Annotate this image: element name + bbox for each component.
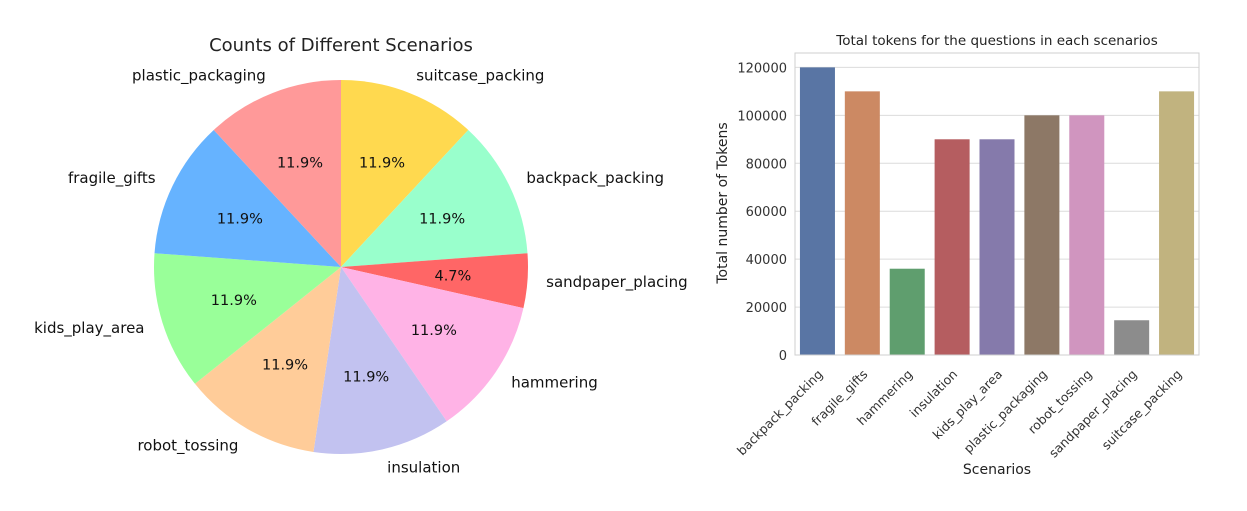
pie-category-label-sandpaper-placing: sandpaper_placing	[546, 273, 688, 292]
pie-value-label-suitcase-packing: 11.9%	[359, 156, 405, 172]
bar-fragile-gifts	[844, 91, 880, 355]
bar-kids-play-area	[979, 139, 1015, 355]
bar-chart-x-axis-label: Scenarios	[963, 462, 1031, 478]
pie-category-label-insulation: insulation	[387, 458, 460, 476]
bar-chart-title: Total tokens for the questions in each s…	[835, 33, 1157, 49]
pie-slice-kids-play-area	[154, 253, 341, 384]
bar-chart-plot-frame	[794, 52, 1200, 356]
x-tick-label-backpack-packing: backpack_packing	[734, 367, 826, 459]
pie-slice-backpack-packing	[341, 129, 528, 267]
pie-value-label-hammering: 11.9%	[411, 323, 457, 339]
pie-chart: Counts of Different Scenarios 11.9% suitc…	[34, 35, 688, 476]
pie-category-label-hammering: hammering	[511, 373, 598, 391]
pie-category-label-robot-tossing: robot_tossing	[137, 436, 238, 455]
pie-value-label-backpack-packing: 11.9%	[419, 211, 465, 227]
y-tick-label: 60000	[746, 205, 787, 220]
pie-value-label-insulation: 11.9%	[343, 369, 389, 385]
pie-category-label-backpack-packing: backpack_packing	[526, 169, 664, 188]
pie-category-label-plastic-packaging: plastic_packaging	[132, 67, 266, 86]
y-tick-label: 80000	[746, 157, 787, 172]
pie-slice-insulation	[313, 267, 447, 454]
y-tick-label: 100000	[737, 109, 787, 124]
bar-sandpaper-placing	[1114, 320, 1150, 355]
pie-value-label-robot-tossing: 11.9%	[262, 357, 308, 373]
pie-slice-fragile-gifts	[154, 129, 341, 267]
pie-slice-robot-tossing	[194, 267, 341, 452]
pie-chart-title: Counts of Different Scenarios	[209, 35, 473, 56]
y-tick-label: 40000	[746, 253, 787, 268]
pie-value-label-kids-play-area: 11.9%	[211, 293, 257, 309]
pie-category-label-fragile-gifts: fragile_gifts	[68, 169, 156, 188]
y-tick-label: 20000	[746, 301, 787, 316]
pie-value-label-plastic-packaging: 11.9%	[277, 156, 323, 172]
x-tick-label-suitcase-packing: suitcase_packing	[1099, 367, 1185, 453]
y-tick-label: 120000	[737, 61, 787, 76]
pie-slice-sandpaper-placing	[341, 253, 528, 309]
bar-plastic-packaging	[1024, 115, 1060, 355]
pie-value-label-fragile-gifts: 11.9%	[217, 211, 263, 227]
pie-category-label-suitcase-packing: suitcase_packing	[416, 67, 544, 86]
pie-value-label-sandpaper-placing: 4.7%	[434, 268, 471, 284]
pie-slice-plastic-packaging	[213, 80, 341, 267]
bar-chart-y-axis-label: Total number of Tokens	[715, 122, 731, 284]
pie-category-label-kids-play-area: kids_play_area	[34, 319, 144, 338]
y-tick-label: 0	[779, 349, 787, 364]
bar-robot-tossing	[1069, 115, 1105, 355]
bar-backpack-packing	[799, 67, 835, 355]
bar-suitcase-packing	[1159, 91, 1195, 355]
bar-hammering	[889, 268, 925, 355]
pie-slice-suitcase-packing	[341, 80, 469, 267]
bar-insulation	[934, 139, 970, 355]
x-tick-label-plastic-packaging: plastic_packaging	[961, 367, 1050, 456]
bar-chart: Total tokens for the questions in each s…	[715, 33, 1200, 478]
pie-slice-hammering	[341, 267, 524, 422]
